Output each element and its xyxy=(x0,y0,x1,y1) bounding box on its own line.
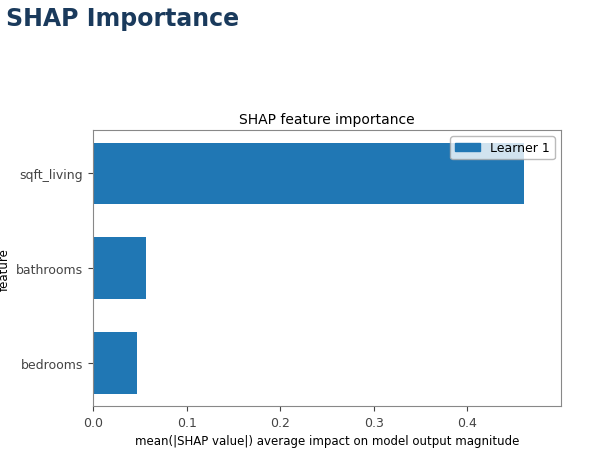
Text: SHAP Importance: SHAP Importance xyxy=(6,7,239,31)
Title: SHAP feature importance: SHAP feature importance xyxy=(239,113,415,127)
Bar xyxy=(93,143,524,205)
X-axis label: mean(|SHAP value|) average impact on model output magnitude: mean(|SHAP value|) average impact on mod… xyxy=(135,434,519,448)
Legend: Learner 1: Learner 1 xyxy=(450,137,555,160)
Y-axis label: feature: feature xyxy=(0,247,11,290)
Bar xyxy=(93,332,137,394)
Bar xyxy=(93,238,146,299)
